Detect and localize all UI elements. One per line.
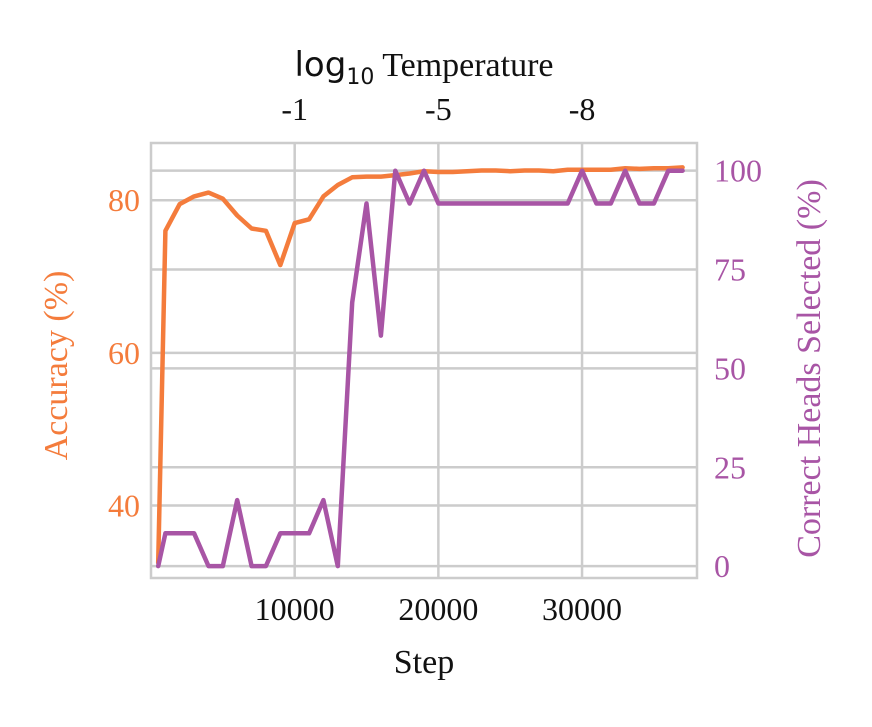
plot-frame (149, 141, 699, 580)
top-axis-title: log10 Temperature (294, 45, 553, 90)
top-tick-label: -5 (425, 91, 452, 127)
right-tick-label: 100 (714, 153, 762, 189)
right-tick-label: 50 (714, 350, 746, 386)
x-axis-title: Step (394, 644, 454, 681)
left-axis-title: Accuracy (%) (38, 271, 75, 461)
right-tick-label: 75 (714, 252, 746, 288)
left-tick-label: 40 (108, 488, 140, 524)
right-tick-label: 25 (714, 449, 746, 485)
x-tick-label: 10000 (255, 591, 335, 627)
x-tick-label: 30000 (542, 591, 622, 627)
right-axis-title: Correct Heads Selected (%) (791, 179, 828, 558)
series-layer (155, 165, 685, 569)
accuracy-series-line (155, 165, 685, 565)
left-tick-label: 80 (108, 182, 140, 218)
correct-heads-series-line (155, 168, 685, 569)
left-tick-label: 60 (108, 335, 140, 371)
top-tick-label: -8 (569, 91, 596, 127)
x-tick-label: 20000 (398, 591, 478, 627)
top-tick-label: -1 (281, 91, 308, 127)
right-tick-label: 0 (714, 548, 730, 584)
grid-lines (151, 143, 697, 578)
tick-labels: 10000 20000 30000 -1 -5 -8 40 60 80 0 25 50 75 100 (108, 91, 762, 627)
